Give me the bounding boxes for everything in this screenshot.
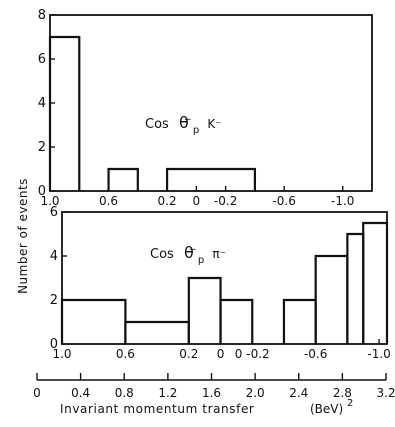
histogram-bin [107, 167, 139, 191]
momentum-axis-unit: (BeV) 2 [310, 398, 353, 416]
momentum-tick-label: 0 [33, 386, 41, 400]
top-annotation-theta: θ [179, 113, 189, 132]
y-tick-label: 6 [50, 205, 58, 220]
momentum-tick-label: 1.2 [158, 386, 177, 400]
top-panel-frame [49, 14, 373, 192]
x-tick-label: 1.0 [40, 194, 59, 208]
bottom-annotation-theta: θ [184, 243, 194, 262]
histogram-bin [219, 298, 254, 344]
top-annotation-sub: p [193, 125, 199, 136]
y-tick-label: 0 [38, 184, 46, 199]
momentum-tick-label: 3.2 [376, 386, 395, 400]
bottom-annotation-prefix: Cos [150, 247, 174, 262]
y-tick-label: 4 [50, 249, 58, 264]
momentum-axis-ticks: 0 0.4 0.8 1.2 1.6 2.0 2.4 2.8 3.2 [33, 373, 395, 400]
shared-y-label: Number of events [16, 178, 30, 294]
bottom-annotation-particle: π⁻ [212, 247, 226, 261]
x-tick-label: -0.6 [304, 347, 327, 361]
top-annotation: Cos θ p K⁻ [145, 113, 222, 137]
momentum-tick-label: 0.8 [115, 386, 134, 400]
top-annotation-bar: ‾ [184, 117, 191, 130]
bottom-annotation-bar: ‾ [189, 247, 196, 260]
top-annotation-prefix: Cos [145, 117, 169, 132]
x-tick-label: -0.2 [214, 194, 237, 208]
bottom-annotation: Cos θ p π⁻ [150, 243, 226, 267]
momentum-axis-label: Invariant momentum transfer [60, 402, 254, 416]
momentum-axis-unit-text: (BeV) [310, 402, 343, 416]
histogram-bin [362, 221, 389, 344]
momentum-tick-label: 0.4 [71, 386, 90, 400]
momentum-tick-label: 1.6 [202, 386, 221, 400]
x-tick-label: 0 [193, 194, 201, 208]
histogram-bin [187, 276, 222, 344]
y-tick-label: 6 [38, 52, 46, 67]
momentum-tick-label: 2.8 [333, 386, 352, 400]
x-tick-label: -1.0 [331, 194, 354, 208]
top-histogram [48, 35, 257, 191]
top-annotation-particle: K⁻ [207, 117, 221, 131]
bottom-panel-frame [61, 211, 388, 345]
x-tick-label: -1.0 [367, 347, 390, 361]
histogram-bin [165, 167, 257, 191]
x-tick-label: 0.2 [179, 347, 198, 361]
y-tick-label: 4 [38, 96, 46, 111]
x-tick-label: 1.0 [52, 347, 71, 361]
bottom-panel: 0 2 4 6 1.0 0.6 0.2 0 0 -0.2 -0.6 -1.0 Cos θ p π⁻… [50, 205, 391, 361]
momentum-tick-label: 2.4 [289, 386, 308, 400]
momentum-tick-label: 2.0 [246, 386, 265, 400]
x-tick-label: 0 -0.2 [235, 347, 270, 361]
histogram-bin [60, 298, 127, 344]
histogram-bin [48, 35, 81, 191]
histogram-bin [346, 232, 365, 344]
y-tick-label: 8 [38, 8, 46, 23]
top-y-axis: 0 2 4 6 8 [38, 8, 55, 199]
y-tick-label: 2 [38, 140, 46, 155]
momentum-axis: 0 0.4 0.8 1.2 1.6 2.0 2.4 2.8 3.2 Invariant mome… [33, 373, 395, 416]
bottom-y-axis: 0 2 4 6 [50, 205, 67, 352]
x-tick-label: 0.6 [116, 347, 135, 361]
histogram-bin [314, 254, 349, 344]
x-tick-label: 0 [217, 347, 225, 361]
top-x-axis: 1.0 0.6 0.2 0 -0.2 -0.6 -1.0 [40, 186, 354, 208]
y-tick-label: 2 [50, 293, 58, 308]
x-tick-label: -0.6 [272, 194, 295, 208]
histogram-bin [282, 298, 317, 344]
momentum-axis-unit-exponent: 2 [347, 398, 353, 409]
y-tick-label: 0 [50, 337, 58, 352]
bottom-histogram [60, 221, 389, 344]
x-tick-label: 0.2 [158, 194, 177, 208]
bottom-annotation-sub: p [198, 255, 204, 266]
x-tick-label: 0.6 [99, 194, 118, 208]
histogram-bin [124, 320, 190, 344]
